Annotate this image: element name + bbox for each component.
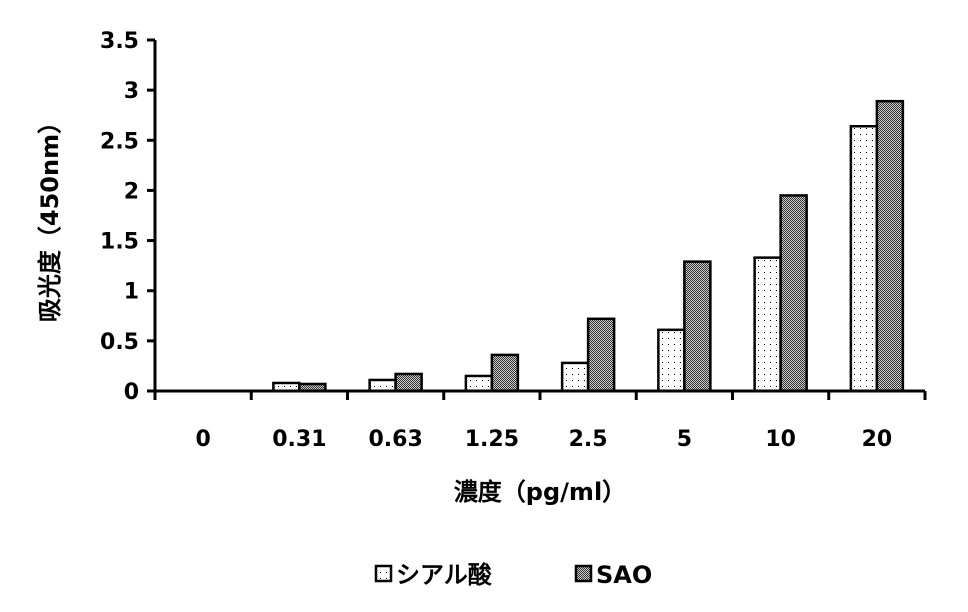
bar-sialic-acid-2.5 bbox=[560, 361, 590, 393]
x-tick-label: 5 bbox=[677, 427, 692, 452]
bar-sialic-acid-0.63 bbox=[368, 378, 397, 393]
legend: シアル酸 SAO bbox=[374, 561, 652, 589]
y-tick-label: 3.5 bbox=[100, 29, 139, 54]
y-tick-label: 1 bbox=[124, 280, 139, 305]
x-tick-label: 2.5 bbox=[569, 427, 608, 452]
y-tick-label: 3 bbox=[124, 79, 139, 104]
x-axis-label: 濃度（pg/ml） bbox=[454, 478, 626, 506]
y-axis-label: 吸光度（450nm） bbox=[36, 110, 64, 322]
x-tick-label: 20 bbox=[862, 427, 893, 452]
bar-sao-10 bbox=[779, 194, 808, 393]
legend-label-sao: SAO bbox=[596, 561, 652, 589]
y-tick-label: 2 bbox=[124, 179, 139, 204]
bar-sialic-acid-1.25 bbox=[464, 374, 494, 393]
bar-sao-5 bbox=[683, 260, 712, 393]
bar-sao-20 bbox=[875, 99, 905, 393]
legend-swatch-sao bbox=[574, 564, 593, 583]
bar-sao-2.5 bbox=[586, 317, 616, 393]
bar-sao-0.63 bbox=[394, 372, 423, 393]
y-tick-label: 1.5 bbox=[100, 230, 139, 255]
y-tick-label: 0 bbox=[124, 380, 139, 405]
legend-label-sialic-acid: シアル酸 bbox=[396, 561, 493, 589]
x-tick-label: 0.31 bbox=[272, 427, 326, 452]
x-tick-label: 1.25 bbox=[465, 427, 519, 452]
bar-sao-1.25 bbox=[490, 353, 520, 393]
bar-sialic-acid-10 bbox=[753, 256, 782, 393]
x-tick-label: 0 bbox=[195, 427, 210, 452]
y-tick-label: 0.5 bbox=[100, 330, 139, 355]
bar-sialic-acid-5 bbox=[657, 328, 686, 393]
y-tick-label: 2.5 bbox=[100, 129, 139, 154]
legend-swatch-sialic-acid bbox=[374, 564, 393, 583]
bar-sialic-acid-20 bbox=[849, 124, 879, 393]
x-tick-label: 10 bbox=[765, 427, 796, 452]
x-tick-label: 0.63 bbox=[368, 427, 422, 452]
